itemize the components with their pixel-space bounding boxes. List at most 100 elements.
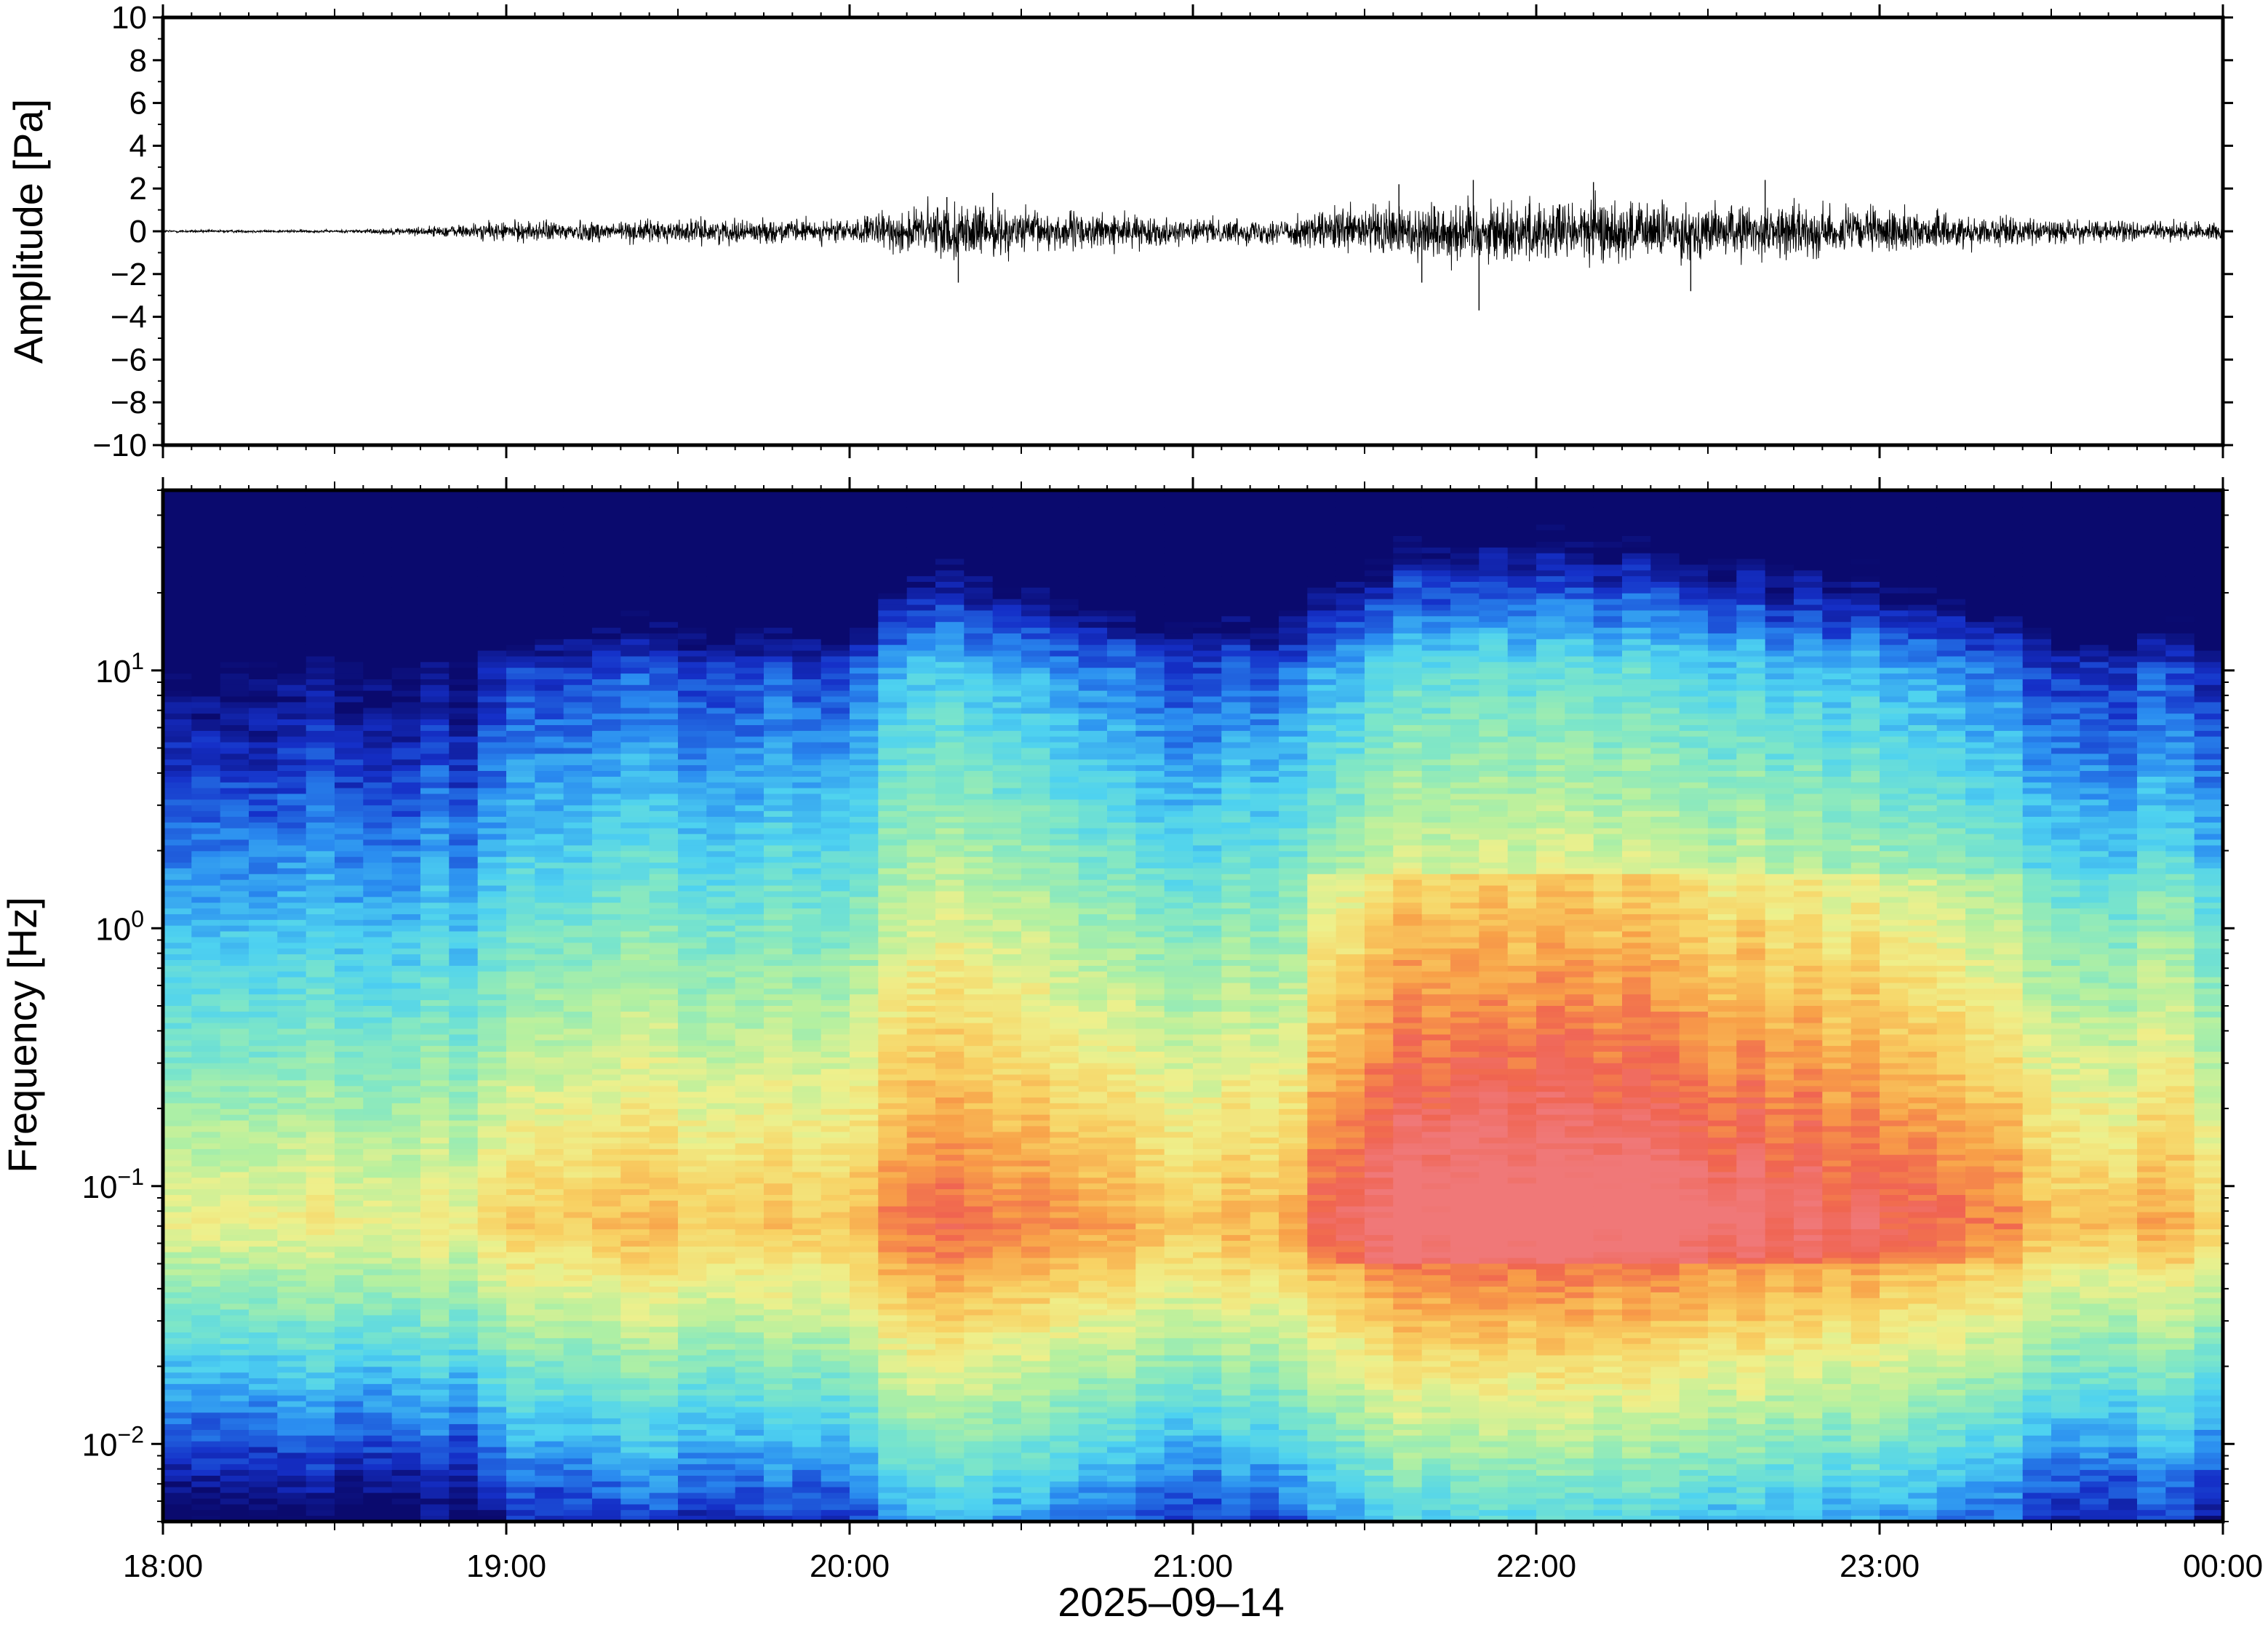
spectrogram-cell	[792, 599, 821, 606]
spectrogram-cell	[335, 1086, 364, 1092]
spectrogram-cell	[764, 1040, 793, 1047]
spectrogram-cell	[907, 1103, 936, 1110]
spectrogram-cell	[792, 1402, 821, 1408]
spectrogram-cell	[220, 1378, 249, 1385]
spectrogram-cell	[392, 823, 421, 829]
spectrogram-cell	[392, 703, 421, 709]
spectrogram-cell	[363, 1126, 392, 1132]
spectrogram-cell	[678, 1292, 707, 1299]
spectrogram-cell	[478, 880, 507, 887]
spectrogram-cell	[449, 719, 478, 726]
spectrogram-cell	[650, 679, 679, 686]
spectrogram-cell	[706, 1029, 735, 1036]
spectrogram-cell	[420, 1098, 450, 1104]
spectrogram-cell	[850, 1138, 879, 1144]
spectrogram-cell	[306, 1487, 335, 1494]
spectrogram-cell	[506, 542, 535, 548]
spectrogram-cell	[850, 920, 879, 927]
spectrogram-cell	[535, 1167, 564, 1173]
spectrogram-cell	[335, 828, 364, 835]
spectrogram-cell	[764, 994, 793, 1001]
spectrogram-cell	[191, 1361, 220, 1367]
spectrogram-cell	[306, 1361, 335, 1367]
spectrogram-cell	[420, 1447, 450, 1454]
spectrogram-cell	[335, 1018, 364, 1024]
spectrogram-cell	[392, 588, 421, 594]
spectrogram-cell	[821, 657, 850, 663]
spectrogram-cell	[535, 1235, 564, 1242]
spectrogram-cell	[335, 1407, 364, 1413]
spectrogram-cell	[907, 645, 936, 652]
spectrogram-cell	[735, 1321, 764, 1327]
spectrogram-cell	[163, 759, 192, 766]
spectrogram-cell	[191, 1195, 220, 1202]
spectrogram-cell	[764, 1287, 793, 1293]
spectrogram-cell	[420, 811, 450, 818]
spectrogram-cell	[735, 1350, 764, 1356]
spectrogram-cell	[535, 1103, 564, 1110]
spectrogram-cell	[850, 633, 879, 640]
spectrogram-cell	[277, 1412, 306, 1419]
spectrogram-cell	[277, 713, 306, 720]
spectrogram-cell	[506, 508, 535, 514]
spectrogram-cell	[392, 840, 421, 847]
spectrogram-cell	[592, 703, 621, 709]
spectrogram-cell	[592, 903, 621, 909]
spectrogram-cell	[706, 948, 735, 955]
spectrogram-cell	[506, 1258, 535, 1265]
spectrogram-cell	[792, 903, 821, 909]
spectrogram-cell	[592, 828, 621, 835]
spectrogram-cell	[363, 1229, 392, 1236]
spectrogram-cell	[650, 1338, 679, 1345]
spectrogram-cell	[163, 1390, 192, 1396]
spectrogram-cell	[191, 593, 220, 600]
spectrogram-cell	[249, 1350, 278, 1356]
spectrogram-cell	[420, 639, 450, 646]
spectrogram-cell	[878, 771, 907, 777]
spectrogram-cell	[821, 799, 850, 806]
spectrogram-cell	[735, 1000, 764, 1007]
spectrogram-cell	[506, 1034, 535, 1041]
spectrogram-cell	[850, 582, 879, 588]
spectrogram-cell	[249, 725, 278, 732]
spectrogram-cell	[535, 542, 564, 548]
spectrogram-cell	[878, 954, 907, 961]
spectrogram-cell	[220, 926, 249, 932]
spectrogram-cell	[306, 1183, 335, 1190]
spectrogram-cell	[392, 1229, 421, 1236]
spectrogram-cell	[735, 1470, 764, 1476]
spectrogram-cell	[907, 616, 936, 623]
spectrogram-cell	[335, 524, 364, 531]
spectrogram-cell	[420, 1304, 450, 1311]
spectrogram-cell	[191, 1464, 220, 1471]
spectrogram-cell	[449, 1269, 478, 1276]
spectrogram-cell	[850, 1476, 879, 1482]
spectrogram-cell	[277, 1315, 306, 1322]
spectrogram-cell	[277, 703, 306, 709]
spectrogram-cell	[306, 536, 335, 543]
spectrogram-cell	[764, 868, 793, 875]
spectrogram-cell	[478, 628, 507, 634]
spectrogram-cell	[420, 1367, 450, 1373]
spectrogram-cell	[306, 622, 335, 628]
spectrogram-cell	[764, 1499, 793, 1506]
spectrogram-cell	[249, 1075, 278, 1082]
spectrogram-cell	[706, 743, 735, 749]
spectrogram-cell	[449, 1310, 478, 1316]
spectrogram-cell	[650, 1436, 679, 1442]
spectrogram-cell	[335, 874, 364, 881]
spectrogram-cell	[907, 559, 936, 566]
spectrogram-cell	[706, 1424, 735, 1431]
spectrogram-cell	[420, 857, 450, 863]
spectrogram-cell	[449, 994, 478, 1001]
spectrogram-cell	[592, 530, 621, 537]
spectrogram-cell	[592, 1149, 621, 1156]
spectrogram-cell	[163, 1482, 192, 1488]
spectrogram-cell	[735, 1344, 764, 1351]
spectrogram-cell	[191, 886, 220, 892]
spectrogram-cell	[706, 1292, 735, 1299]
spectrogram-cell	[678, 508, 707, 514]
spectrogram-cell	[478, 908, 507, 915]
spectrogram-cell	[420, 513, 450, 520]
spectrogram-cell	[220, 1000, 249, 1007]
